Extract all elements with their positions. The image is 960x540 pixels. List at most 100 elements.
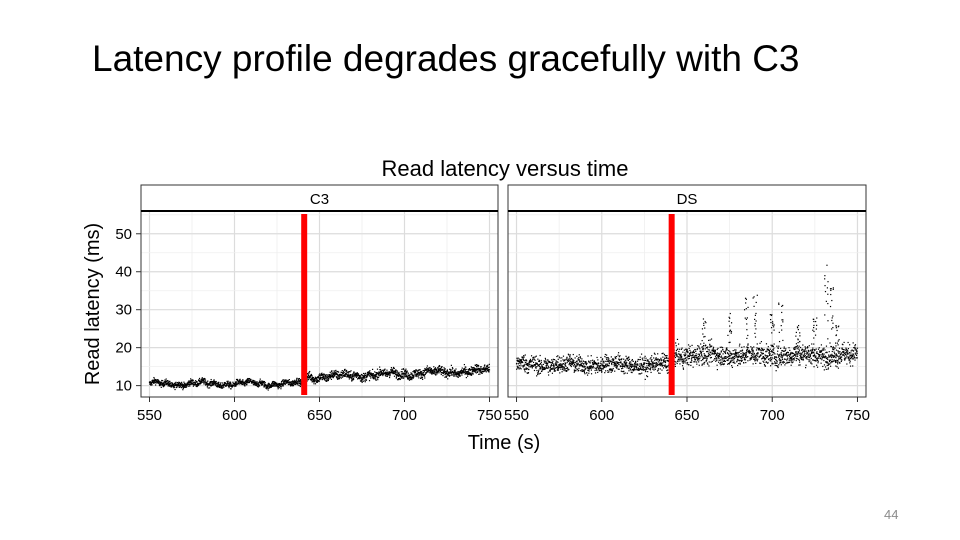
data-point [471, 367, 473, 369]
data-point [749, 359, 751, 361]
data-point [415, 370, 417, 372]
data-point [556, 361, 558, 363]
data-point [247, 379, 249, 382]
data-point [775, 360, 778, 362]
data-point [446, 370, 448, 372]
data-point [468, 368, 470, 371]
data-point [214, 384, 216, 386]
data-point [579, 364, 581, 366]
data-point [631, 358, 633, 361]
data-point [347, 374, 350, 377]
data-point [760, 341, 763, 343]
data-point [374, 371, 376, 373]
data-point [805, 347, 807, 349]
data-point [631, 368, 634, 371]
data-point [637, 364, 639, 366]
data-point [685, 362, 687, 364]
data-point [856, 350, 858, 352]
data-point [656, 370, 659, 372]
data-point [789, 354, 792, 356]
data-point [223, 384, 225, 387]
data-point [272, 381, 275, 383]
data-point [483, 370, 486, 372]
data-point [800, 357, 802, 360]
data-point [417, 370, 419, 372]
data-point [677, 348, 679, 350]
data-point [795, 351, 797, 353]
data-point [844, 357, 846, 359]
data-point [701, 339, 703, 342]
data-point [167, 380, 169, 382]
data-point [662, 356, 664, 358]
data-point [772, 345, 774, 347]
data-point [539, 365, 541, 368]
data-point [470, 372, 472, 374]
data-point [801, 354, 803, 356]
data-point [751, 353, 754, 355]
data-point [561, 365, 564, 368]
data-point [576, 365, 578, 367]
data-point [690, 351, 692, 353]
data-point [339, 375, 341, 377]
data-point [827, 368, 829, 370]
data-point [282, 380, 284, 382]
data-point [830, 355, 832, 357]
data-point [365, 372, 367, 374]
data-point [855, 349, 857, 351]
data-point [677, 360, 679, 363]
data-point [587, 367, 589, 369]
data-point [582, 369, 584, 371]
data-point [602, 364, 604, 367]
data-point [813, 318, 815, 320]
data-point [762, 353, 764, 355]
data-point [552, 358, 554, 360]
data-point [357, 373, 359, 375]
data-point [840, 356, 842, 358]
data-point [403, 375, 405, 377]
data-point [791, 357, 793, 359]
data-point [751, 347, 753, 350]
data-point [185, 385, 187, 387]
data-point [153, 382, 155, 384]
data-point [624, 372, 626, 374]
data-point [756, 294, 758, 296]
data-point [690, 352, 692, 354]
data-point [541, 365, 543, 367]
data-point [813, 355, 815, 357]
data-point [555, 360, 557, 362]
data-point [597, 371, 599, 374]
data-point [201, 378, 203, 380]
data-point [391, 371, 393, 374]
data-point [169, 380, 171, 382]
data-point [687, 351, 689, 354]
data-point [258, 381, 260, 384]
data-point [770, 356, 772, 359]
data-point [693, 351, 695, 354]
data-point [174, 384, 177, 386]
data-point [765, 361, 767, 364]
data-point [524, 359, 527, 361]
data-point [226, 384, 229, 386]
data-point [183, 384, 185, 386]
data-point [265, 384, 267, 386]
data-point [752, 350, 755, 352]
data-point [516, 367, 519, 369]
data-point [801, 349, 803, 351]
data-point [399, 377, 401, 380]
data-point [168, 385, 171, 387]
data-point [430, 367, 432, 370]
data-point [575, 365, 577, 367]
data-point [839, 353, 842, 355]
data-point [487, 367, 489, 370]
data-point [613, 358, 615, 360]
data-point [821, 355, 823, 357]
data-point [309, 377, 311, 379]
data-point [395, 376, 398, 378]
data-point [567, 360, 570, 362]
data-point [384, 369, 386, 371]
data-point [561, 357, 563, 359]
data-point [431, 372, 433, 374]
data-point [259, 385, 261, 387]
data-point [687, 344, 690, 346]
data-point [189, 383, 191, 386]
